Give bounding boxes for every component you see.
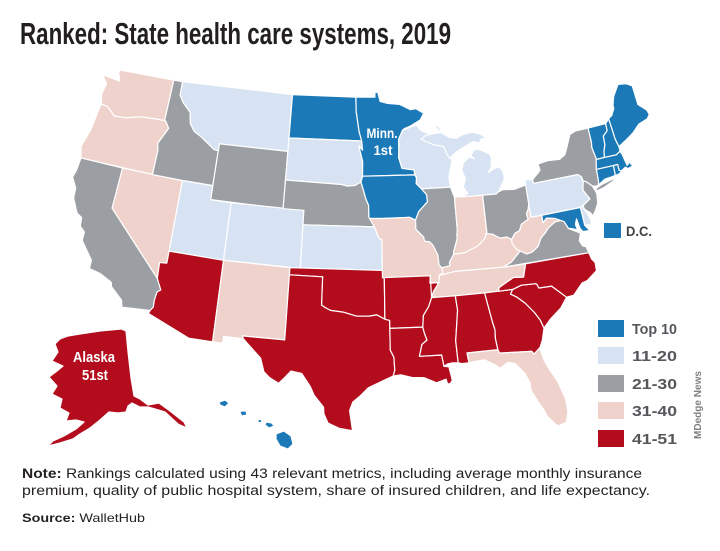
svg-text:11-20: 11-20: [632, 348, 677, 365]
svg-text:1st: 1st: [374, 142, 393, 158]
svg-text:Source: WalletHub: Source: WalletHub: [22, 511, 145, 525]
svg-text:MDedge News: MDedge News: [693, 371, 704, 439]
svg-text:Minn.: Minn.: [367, 125, 398, 141]
svg-text:Note: Rankings calculated usin: Note: Rankings calculated using 43 relev…: [22, 466, 642, 481]
svg-text:51st: 51st: [82, 367, 108, 384]
svg-text:premium, quality of public hos: premium, quality of public hospital syst…: [22, 483, 650, 498]
svg-text:41-51: 41-51: [632, 431, 677, 448]
svg-text:31-40: 31-40: [632, 403, 677, 420]
svg-text:Alaska: Alaska: [73, 349, 116, 366]
svg-text:D.C.: D.C.: [626, 223, 652, 239]
svg-text:Ranked: State health care syst: Ranked: State health care systems, 2019: [20, 16, 451, 51]
svg-text:Top 10: Top 10: [632, 321, 677, 338]
svg-text:21-30: 21-30: [632, 376, 677, 393]
